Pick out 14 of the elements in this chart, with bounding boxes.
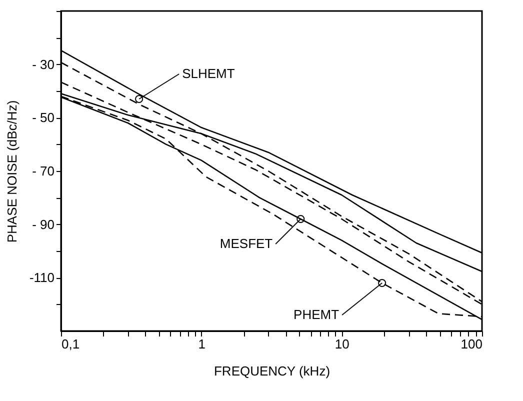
y-tick-label: - 90 bbox=[32, 216, 54, 232]
annotation: MESFET bbox=[220, 236, 273, 251]
y-tick-label: - 50 bbox=[32, 110, 54, 126]
x-tick-label: 10 bbox=[334, 336, 350, 352]
y-tick-label: - 30 bbox=[32, 56, 54, 72]
x-tick-label: 1 bbox=[198, 336, 206, 352]
y-axis-title: PHASE NOISE (dBc/Hz) bbox=[4, 100, 20, 243]
x-axis-title: FREQUENCY (kHz) bbox=[214, 364, 330, 378]
x-tick-label: 100 bbox=[460, 336, 482, 352]
y-tick-label: - 70 bbox=[32, 164, 54, 178]
y-tick-label: -110 bbox=[29, 270, 54, 286]
x-tick-label: 0,1 bbox=[62, 336, 80, 352]
annotation: PHEMT bbox=[294, 307, 340, 322]
annotation: SLHEMT bbox=[182, 66, 235, 81]
